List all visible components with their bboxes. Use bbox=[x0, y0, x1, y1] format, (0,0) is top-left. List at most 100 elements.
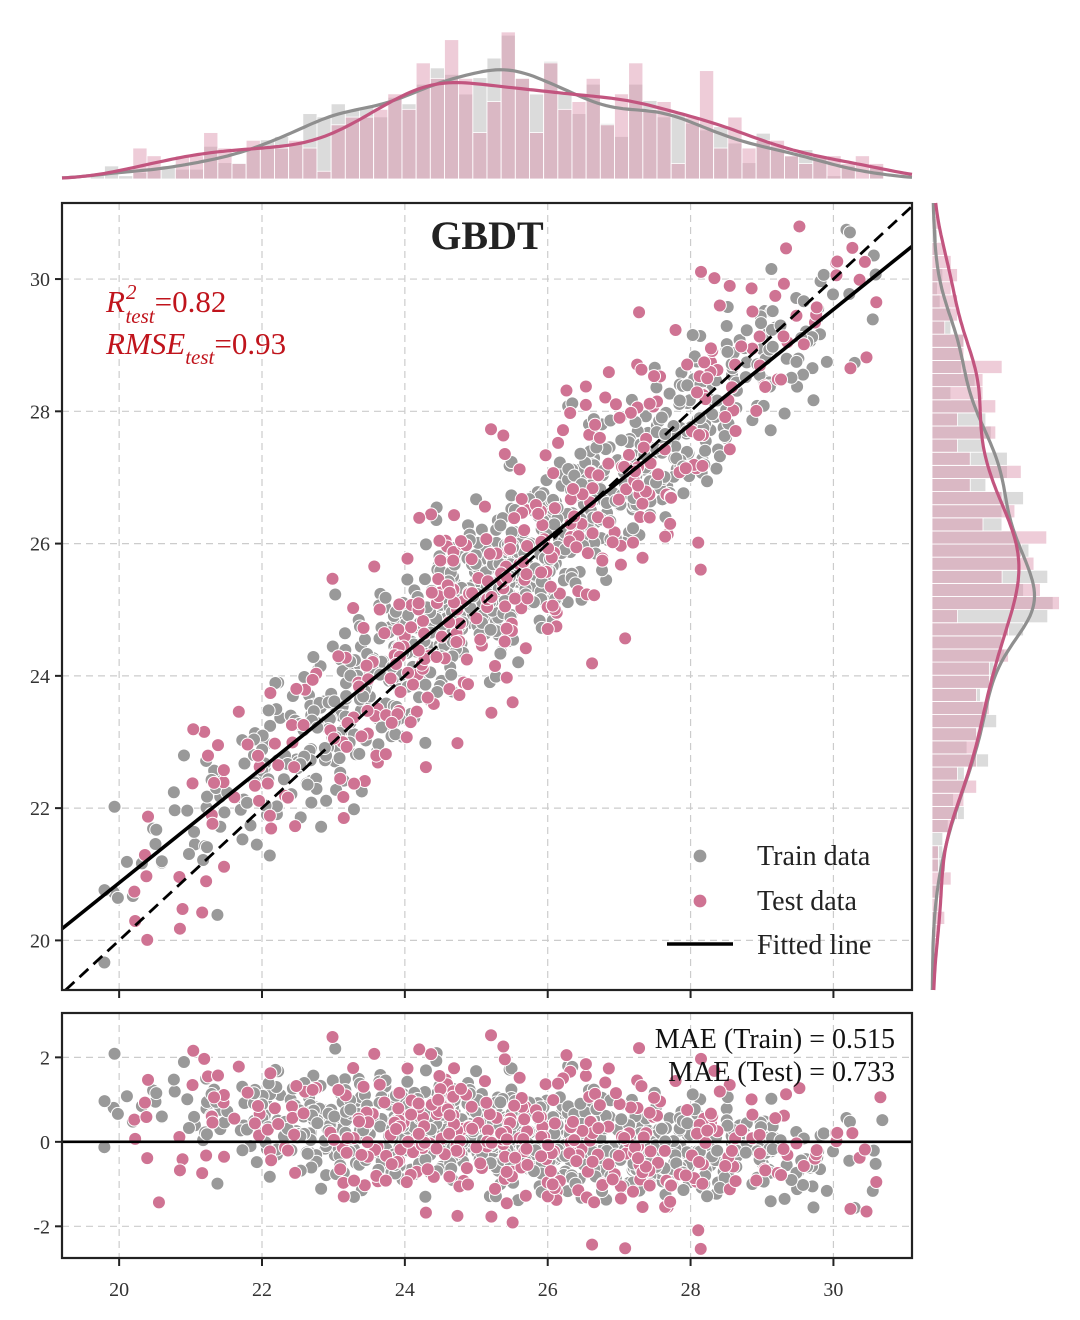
top-test-bar bbox=[302, 147, 318, 180]
test-residual-point bbox=[768, 1111, 783, 1126]
test-point bbox=[446, 553, 461, 568]
train-residual-point bbox=[310, 1116, 325, 1131]
test-point bbox=[210, 738, 225, 753]
test-point bbox=[695, 458, 710, 473]
right-test-bar bbox=[931, 727, 978, 742]
test-residual-point bbox=[400, 1061, 415, 1076]
right-test-bar bbox=[931, 582, 1041, 597]
test-residual-point bbox=[217, 1149, 232, 1164]
test-point bbox=[752, 329, 767, 344]
train-residual-point bbox=[400, 1074, 415, 1089]
test-point bbox=[563, 405, 578, 420]
right-test-bar bbox=[931, 766, 958, 781]
test-residual-point bbox=[140, 1151, 155, 1166]
right-test-bar bbox=[931, 268, 958, 283]
test-point bbox=[520, 591, 535, 606]
train-point bbox=[332, 751, 347, 766]
test-residual-point bbox=[546, 1093, 561, 1108]
test-residual-point bbox=[484, 1209, 499, 1224]
train-residual-point bbox=[327, 1109, 342, 1124]
top-test-bar bbox=[458, 77, 474, 180]
right-test-bar bbox=[931, 779, 978, 794]
test-residual-point bbox=[585, 1237, 600, 1252]
train-point bbox=[573, 446, 588, 461]
top-test-bar bbox=[628, 62, 644, 180]
train-point bbox=[720, 344, 735, 359]
test-residual-point bbox=[551, 1076, 566, 1091]
test-residual-point bbox=[484, 1028, 499, 1043]
test-point bbox=[555, 423, 570, 438]
test-point bbox=[508, 591, 523, 606]
legend-test-marker bbox=[692, 893, 708, 909]
test-point bbox=[356, 620, 371, 635]
test-point bbox=[418, 760, 433, 775]
test-point bbox=[519, 567, 534, 582]
test-point bbox=[127, 884, 142, 899]
test-residual-point bbox=[545, 1177, 560, 1192]
right-test-bar bbox=[931, 543, 1022, 558]
test-point bbox=[240, 737, 255, 752]
residual-x-tick-label: 20 bbox=[109, 1279, 129, 1301]
test-residual-point bbox=[264, 1153, 279, 1168]
test-residual-point bbox=[499, 1132, 514, 1147]
test-residual-point bbox=[263, 1066, 278, 1081]
test-point bbox=[543, 579, 558, 594]
train-point bbox=[337, 626, 352, 641]
test-point bbox=[331, 649, 346, 664]
train-residual-point bbox=[373, 1119, 388, 1134]
train-point bbox=[300, 777, 315, 792]
test-residual-point bbox=[267, 1101, 282, 1116]
train-point bbox=[777, 406, 792, 421]
test-point bbox=[636, 440, 651, 455]
train-residual-point bbox=[343, 1102, 358, 1117]
train-point bbox=[187, 824, 202, 839]
test-residual-point bbox=[712, 1084, 727, 1099]
test-point bbox=[774, 372, 789, 387]
test-residual-point bbox=[692, 1154, 707, 1169]
test-residual-point bbox=[459, 1161, 474, 1176]
train-point bbox=[764, 262, 779, 277]
test-point bbox=[216, 763, 231, 778]
test-residual-point bbox=[700, 1123, 715, 1138]
train-point bbox=[765, 339, 780, 354]
test-point bbox=[635, 496, 650, 511]
test-point bbox=[264, 821, 279, 836]
train-point bbox=[511, 655, 526, 670]
test-point bbox=[779, 241, 794, 256]
test-point bbox=[608, 397, 623, 412]
train-point bbox=[249, 837, 264, 852]
main-scatter-points bbox=[97, 219, 884, 970]
test-residual-point bbox=[331, 1082, 346, 1097]
test-point bbox=[392, 597, 407, 612]
test-point bbox=[325, 571, 340, 586]
train-point bbox=[314, 819, 329, 834]
test-point bbox=[642, 510, 657, 525]
test-residual-point bbox=[231, 1059, 246, 1074]
test-residual-point bbox=[128, 1131, 143, 1146]
train-residual-point bbox=[738, 1145, 753, 1160]
test-residual-point bbox=[505, 1215, 520, 1230]
test-point bbox=[477, 499, 492, 514]
test-residual-point bbox=[499, 1196, 514, 1211]
top-test-bar bbox=[189, 155, 205, 180]
right-test-bar bbox=[931, 858, 939, 873]
train-point bbox=[662, 386, 677, 401]
train-point bbox=[237, 756, 252, 771]
test-residual-point bbox=[432, 1069, 447, 1084]
train-point bbox=[328, 587, 343, 602]
test-point bbox=[262, 808, 277, 823]
test-point bbox=[692, 427, 707, 442]
test-residual-point bbox=[519, 1141, 534, 1156]
test-residual-point bbox=[693, 1241, 708, 1256]
test-point bbox=[403, 715, 418, 730]
test-residual-point bbox=[449, 1143, 464, 1158]
top-test-bar bbox=[642, 108, 658, 180]
test-residual-point bbox=[728, 1174, 743, 1189]
test-residual-point bbox=[442, 1126, 457, 1141]
test-point bbox=[707, 271, 722, 286]
test-residual-point bbox=[399, 1175, 414, 1190]
test-point bbox=[326, 731, 341, 746]
test-residual-point bbox=[240, 1085, 255, 1100]
train-point bbox=[796, 367, 811, 382]
